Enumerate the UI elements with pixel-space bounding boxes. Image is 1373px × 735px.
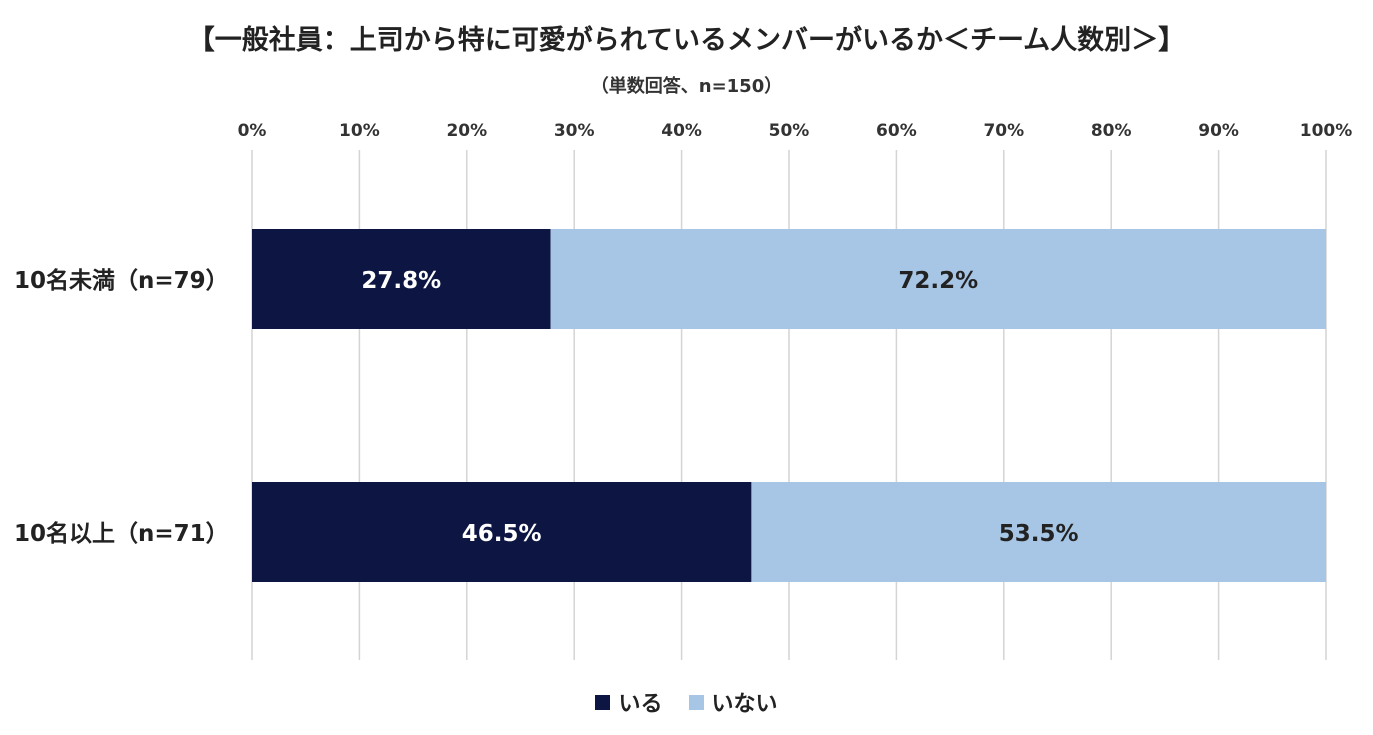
data-label: 27.8% bbox=[361, 268, 441, 294]
x-tick-label: 10% bbox=[339, 121, 380, 141]
bar-segment-inai bbox=[751, 482, 1326, 582]
legend-label-iru: いる bbox=[618, 692, 663, 717]
x-tick-label: 60% bbox=[876, 121, 917, 141]
x-tick-label: 100% bbox=[1300, 121, 1353, 141]
x-tick-label: 0% bbox=[238, 121, 267, 141]
legend-swatch-iru bbox=[595, 694, 611, 710]
data-label: 46.5% bbox=[462, 521, 542, 547]
chart-title: 【一般社員：上司から特に可愛がられているメンバーがいるか＜チーム人数別＞】 bbox=[187, 25, 1186, 56]
bar-segment-iru bbox=[252, 482, 752, 582]
x-tick-label: 70% bbox=[983, 121, 1024, 141]
data-label: 53.5% bbox=[999, 521, 1079, 547]
x-tick-label: 30% bbox=[554, 121, 595, 141]
legend-swatch-inai bbox=[688, 694, 704, 710]
bar-segment-iru bbox=[252, 229, 551, 329]
x-tick-label: 80% bbox=[1091, 121, 1132, 141]
x-tick-label: 90% bbox=[1198, 121, 1239, 141]
category-label: 10名未満（n=79） bbox=[14, 267, 229, 294]
legend-label-inai: いない bbox=[711, 692, 778, 717]
legend-item-inai: いない bbox=[688, 686, 778, 718]
x-tick-label: 20% bbox=[446, 121, 487, 141]
x-tick-label: 40% bbox=[661, 121, 702, 141]
legend: いる いない bbox=[0, 686, 1373, 718]
legend-item-iru: いる bbox=[595, 686, 663, 718]
data-label: 72.2% bbox=[898, 268, 978, 294]
chart-subtitle: （単数回答、n=150） bbox=[590, 76, 783, 97]
bar-segment-inai bbox=[550, 229, 1326, 329]
category-label: 10名以上（n=71） bbox=[14, 520, 229, 547]
x-tick-label: 50% bbox=[769, 121, 810, 141]
